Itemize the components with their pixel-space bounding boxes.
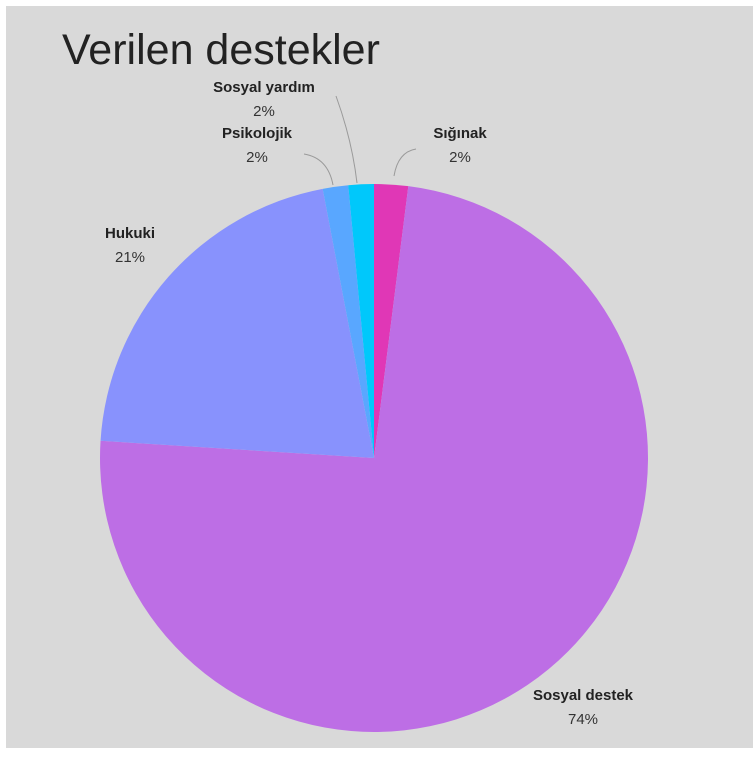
pie-slice-siginak xyxy=(374,184,409,458)
pie-slice-psikolojik xyxy=(322,185,374,458)
slice-label-sosyal-yardim: Sosyal yardım xyxy=(213,79,315,96)
leader-line-siginak xyxy=(393,148,417,177)
pie-slice-sosyal-destek xyxy=(99,186,648,732)
slice-value-hukuki: 21% xyxy=(115,249,145,266)
chart-title: Verilen destekler xyxy=(62,26,380,74)
pie-slice-sosyal-yardim xyxy=(348,184,374,458)
slice-value-psikolojik: 2% xyxy=(246,149,268,166)
pie-slice-hukuki xyxy=(100,188,374,458)
slice-label-hukuki: Hukuki xyxy=(105,225,155,242)
slice-label-siginak: Sığınak xyxy=(433,125,487,142)
leader-line-psikolojik xyxy=(303,153,334,186)
slice-value-siginak: 2% xyxy=(449,149,471,166)
slice-label-sosyal-destek: Sosyal destek xyxy=(533,687,634,704)
slice-value-sosyal-yardim: 2% xyxy=(253,103,275,120)
slice-value-sosyal-destek: 74% xyxy=(568,711,598,728)
leader-line-sosyal-yardim xyxy=(335,95,358,184)
slice-label-psikolojik: Psikolojik xyxy=(222,125,293,142)
